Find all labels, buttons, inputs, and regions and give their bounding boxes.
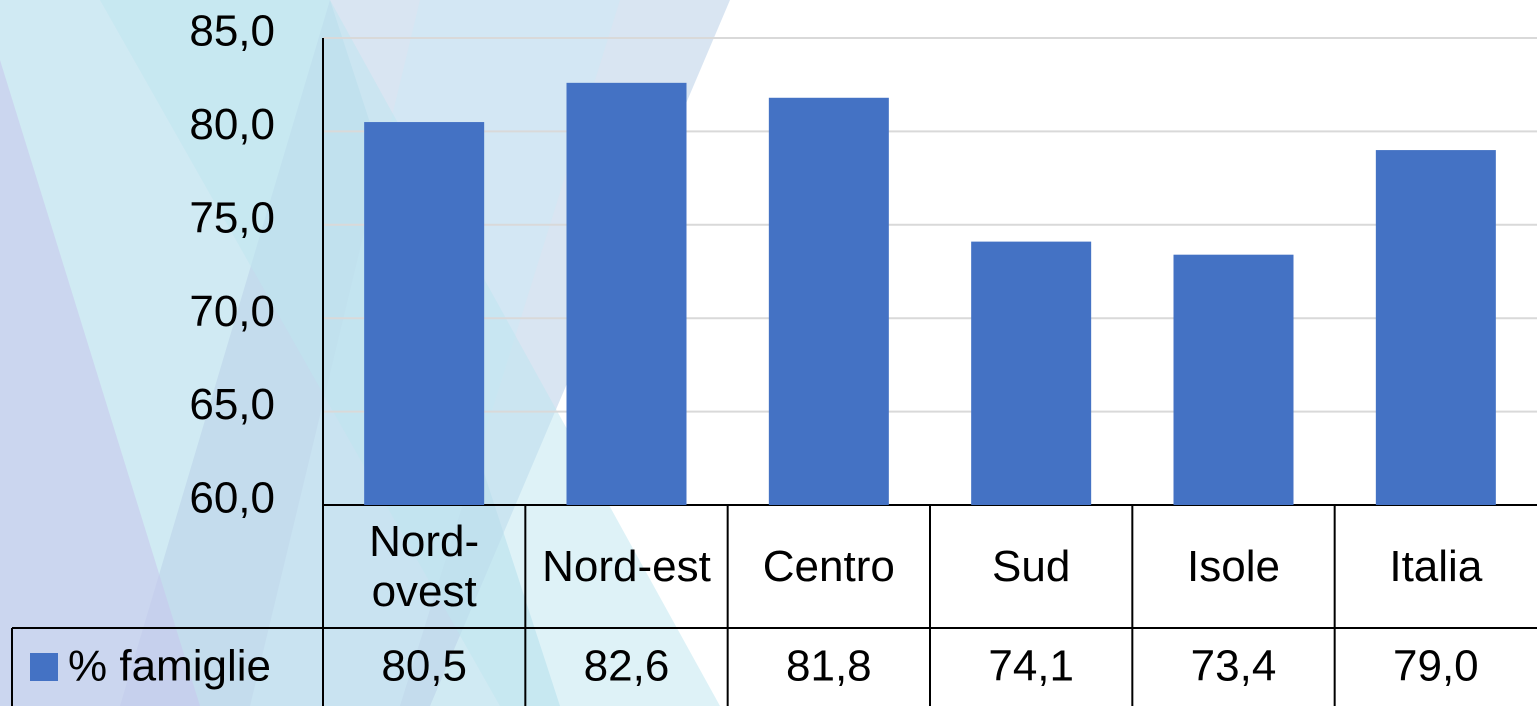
bar — [1375, 150, 1496, 505]
legend-swatch — [30, 653, 58, 681]
y-tick-label: 85,0 — [189, 7, 275, 56]
y-tick-label: 75,0 — [189, 193, 275, 242]
x-tick-label: Italia — [1389, 541, 1483, 591]
bar — [1173, 254, 1294, 505]
value-label: 82,6 — [584, 642, 670, 691]
y-tick-label: 80,0 — [189, 100, 275, 149]
y-tick-label: 60,0 — [189, 474, 275, 523]
x-tick-label: Centro — [762, 541, 895, 591]
y-tick-label: 65,0 — [189, 380, 275, 429]
value-label: 80,5 — [381, 642, 467, 691]
y-tick-label: 70,0 — [189, 287, 275, 336]
bar — [364, 122, 485, 505]
legend-label: % famiglie — [68, 642, 271, 691]
x-tick-label: Nord-est — [542, 541, 711, 591]
value-label: 81,8 — [786, 642, 872, 691]
x-tick-label: Isole — [1187, 541, 1280, 591]
x-tick-label: Nord-ovest — [369, 516, 480, 616]
value-label: 73,4 — [1191, 642, 1277, 691]
bar — [971, 241, 1092, 505]
x-tick-label: Sud — [992, 541, 1071, 591]
bar — [768, 97, 889, 505]
value-label: 74,1 — [988, 642, 1074, 691]
value-label: 79,0 — [1393, 642, 1479, 691]
bar — [566, 82, 687, 505]
